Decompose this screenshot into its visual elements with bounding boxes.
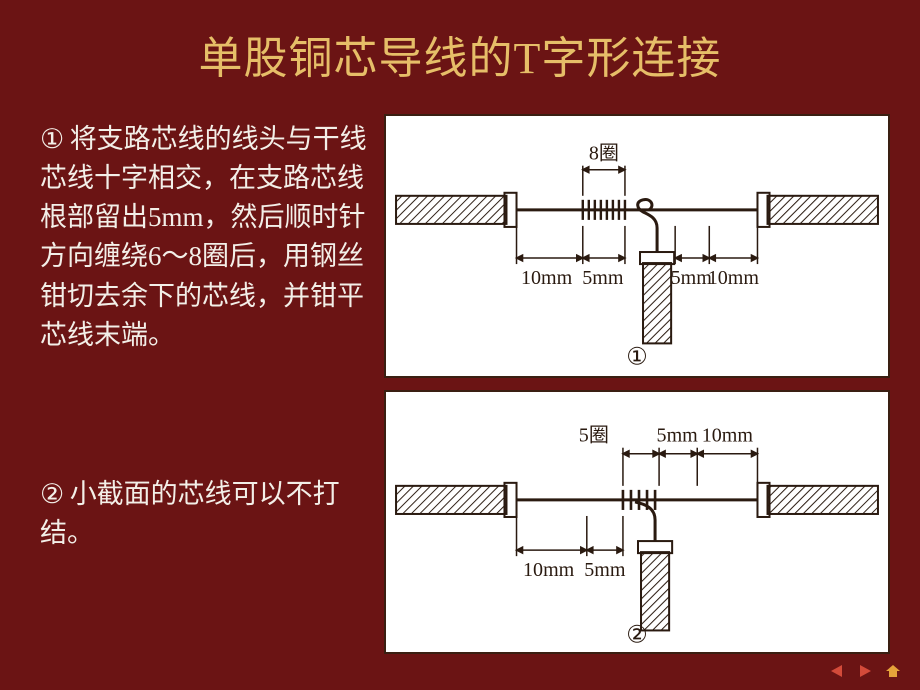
- right-dims: [675, 226, 757, 264]
- nav-next-button[interactable]: [854, 662, 876, 680]
- left-cable-2: [396, 486, 506, 514]
- step-1-text: 将支路芯线的线头与干线芯线十字相交，在支路芯线根部留出5mm，然后顺时针方向缠绕…: [40, 124, 367, 350]
- d1-right-inner: 5mm: [671, 267, 713, 289]
- d2-top-mid: 5mm: [657, 425, 699, 447]
- diagram-1-svg: 8圈 10mm 5mm: [386, 116, 888, 376]
- left-dims: [517, 226, 625, 264]
- step-2: ②小截面的芯线可以不打结。: [40, 475, 370, 553]
- right-cable-2: [768, 486, 878, 514]
- slide: 单股铜芯导线的T字形连接 ①将支路芯线的线头与干线芯线十字相交，在支路芯线根部留…: [0, 0, 920, 690]
- home-icon: [884, 663, 902, 679]
- step-2-text: 小截面的芯线可以不打结。: [40, 479, 340, 548]
- nav-prev-button[interactable]: [826, 662, 848, 680]
- diagram-column: 8圈 10mm 5mm: [384, 114, 890, 654]
- d1-right-outer: 10mm: [708, 267, 760, 289]
- d1-caption: ①: [626, 344, 648, 370]
- d2-bottom-right: 5mm: [584, 559, 626, 581]
- d1-top-label: 8圈: [589, 143, 619, 165]
- d2-top-right: 10mm: [702, 425, 754, 447]
- d1-left-outer: 10mm: [521, 267, 573, 289]
- diagram-1: 8圈 10mm 5mm: [384, 114, 890, 378]
- step-2-marker: ②: [40, 475, 70, 514]
- slide-title: 单股铜芯导线的T字形连接: [30, 22, 890, 86]
- d2-top-left: 5圈: [579, 425, 609, 447]
- nav-home-button[interactable]: [882, 662, 904, 680]
- right-cable: [768, 196, 878, 224]
- d2-caption: ②: [626, 622, 648, 648]
- text-column: ①将支路芯线的线头与干线芯线十字相交，在支路芯线根部留出5mm，然后顺时针方向缠…: [30, 114, 370, 654]
- d1-left-inner: 5mm: [582, 267, 624, 289]
- branch-wire-knot: [638, 199, 657, 252]
- nav-buttons: [826, 662, 904, 680]
- branch-cable: [643, 263, 671, 343]
- diagram-2-svg: 5圈 5mm 10mm 10mm: [386, 392, 888, 652]
- bottom-dims-2: [517, 516, 623, 556]
- diagram-2: 5圈 5mm 10mm 10mm: [384, 390, 890, 654]
- step-1: ①将支路芯线的线头与干线芯线十字相交，在支路芯线根部留出5mm，然后顺时针方向缠…: [40, 120, 370, 355]
- step-1-marker: ①: [40, 120, 70, 159]
- triangle-right-icon: [856, 663, 874, 679]
- content-row: ①将支路芯线的线头与干线芯线十字相交，在支路芯线根部留出5mm，然后顺时针方向缠…: [30, 114, 890, 654]
- triangle-left-icon: [828, 663, 846, 679]
- top-dims-2: [623, 448, 758, 486]
- d2-bottom-left: 10mm: [523, 559, 575, 581]
- left-cable: [396, 196, 506, 224]
- branch-cable-2: [641, 552, 669, 630]
- top-dim: [583, 166, 625, 196]
